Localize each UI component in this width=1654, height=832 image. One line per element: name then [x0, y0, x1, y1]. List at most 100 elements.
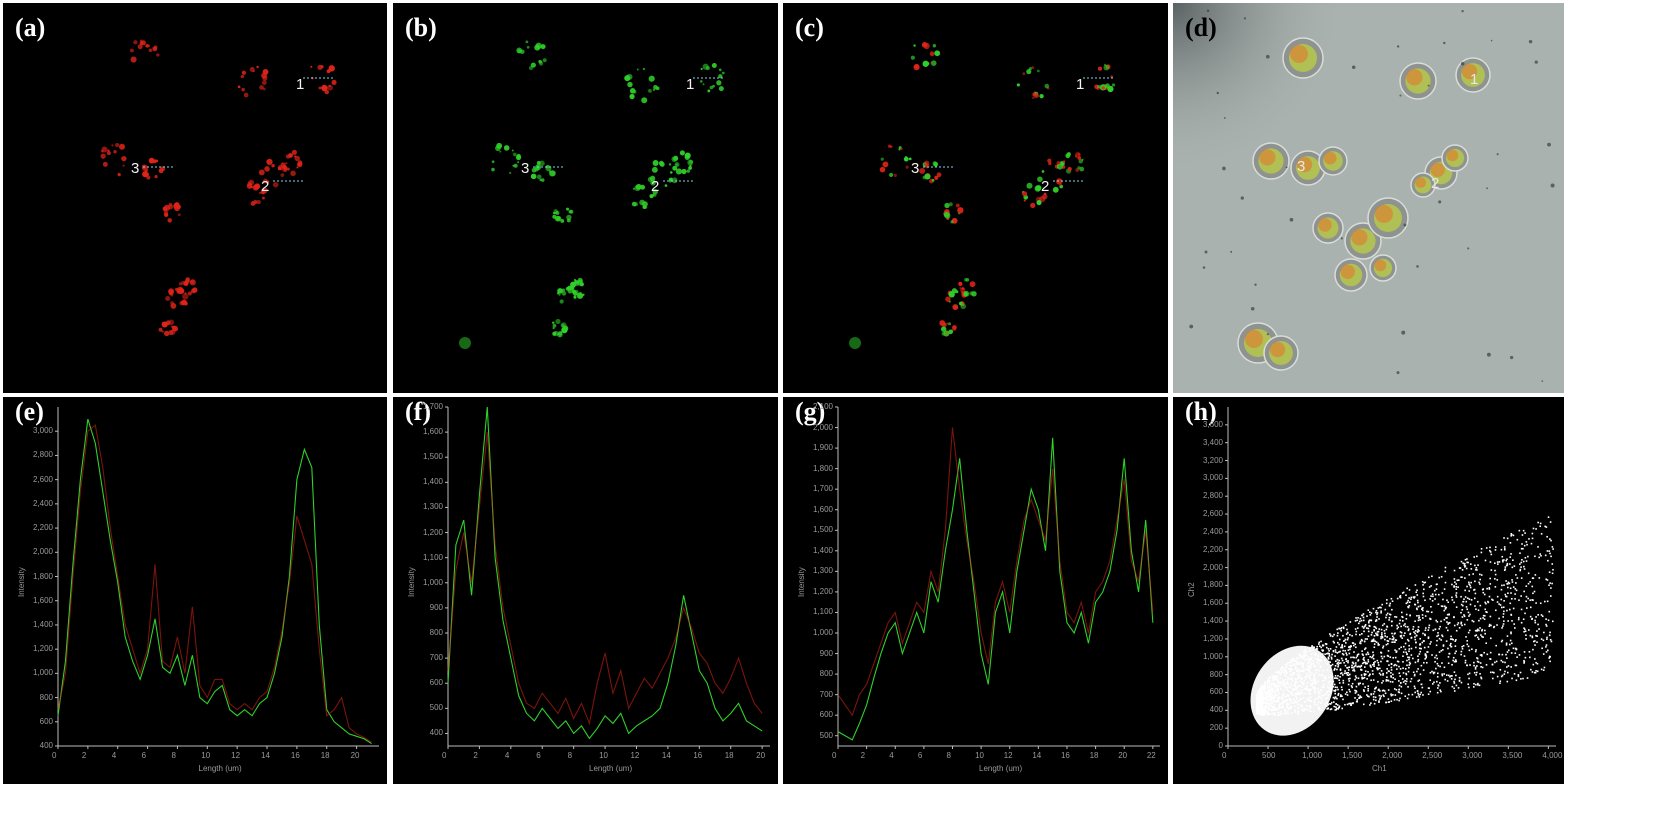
fluorescent-spot: [946, 322, 949, 325]
red-signal: [1290, 45, 1308, 63]
debris-dot: [1403, 223, 1407, 227]
scatter-point: [1423, 633, 1426, 636]
panel-h-colocalization-scatter: (h) 0 500 1,000 1,500 2,000 2,500 3,000 3,500 4,…: [1173, 397, 1564, 784]
roi-label-1: 1: [296, 76, 305, 93]
scatter-point: [1548, 610, 1551, 613]
scatter-point: [1385, 643, 1388, 646]
fluorescent-spot: [113, 150, 117, 154]
scatter-point: [1520, 566, 1522, 568]
scatter-point: [1334, 709, 1337, 711]
fluorescent-spot: [1044, 83, 1050, 89]
scatter-point: [1370, 679, 1372, 682]
scatter-point: [1390, 669, 1393, 671]
scatter-point: [1523, 627, 1525, 630]
fluorescent-spot: [177, 204, 181, 208]
scatter-point: [1545, 526, 1548, 528]
scatter-point: [1339, 695, 1342, 698]
scatter-point: [1520, 595, 1522, 597]
scatter-point: [1394, 615, 1396, 618]
scatter-point: [1347, 671, 1350, 674]
fluorescent-spot: [133, 40, 138, 45]
scatter-point: [1333, 689, 1335, 692]
y-tick-label: 2,600: [1202, 509, 1223, 519]
fluorescent-spot: [106, 150, 111, 156]
scatter-point: [1367, 635, 1370, 638]
scatter-point: [1527, 572, 1530, 575]
scatter-point: [1506, 562, 1509, 565]
panel-label-f: (f): [405, 397, 431, 426]
red-signal: [1415, 177, 1426, 189]
scatter-point: [1416, 690, 1419, 692]
scatter-point: [1537, 623, 1539, 626]
scatter-point: [1525, 585, 1528, 587]
scatter-point: [1535, 669, 1537, 672]
scatter-point: [1415, 646, 1417, 649]
scatter-point: [1474, 564, 1476, 567]
scatter-point: [1404, 679, 1406, 682]
scatter-point: [1361, 650, 1363, 652]
scatter-point: [1370, 634, 1373, 636]
scatter-point: [1373, 665, 1375, 667]
scatter-point: [1347, 649, 1350, 651]
y-tick-label: 2,200: [1202, 544, 1223, 554]
scatter-point: [1549, 631, 1551, 634]
debris-dot: [1550, 183, 1555, 188]
fluorescent-spot: [491, 167, 495, 172]
scatter-point: [1467, 561, 1469, 564]
scatter-point: [1371, 655, 1374, 658]
y-tick-label: 400: [39, 741, 53, 750]
scatter-point: [1340, 694, 1342, 696]
red-signal: [1318, 218, 1332, 232]
scatter-point: [1361, 633, 1363, 635]
fluorescent-spot: [686, 169, 690, 173]
x-tick-label: 3,000: [1462, 751, 1483, 760]
fluorescent-spot: [652, 193, 655, 197]
scatter-point: [1346, 654, 1348, 656]
panel-b-green-channel: (b) 1 2 3: [393, 3, 778, 393]
scatter-point: [1430, 585, 1432, 587]
scatter-point: [1320, 646, 1322, 649]
scatter-point: [1437, 603, 1440, 606]
scatter-point: [1417, 660, 1419, 663]
cells-image-a: [100, 39, 337, 337]
scatter-point: [1453, 578, 1456, 580]
scatter-point: [1353, 670, 1356, 672]
fluorescent-spot: [168, 319, 175, 326]
scatter-point: [1370, 693, 1373, 695]
scatter-point: [1376, 616, 1378, 618]
scatter-point: [1387, 679, 1389, 682]
x-tick-label: 3,500: [1502, 751, 1523, 760]
x-tick-label: 0: [52, 751, 57, 760]
scatter-point: [1532, 599, 1534, 601]
scatter-point: [1346, 628, 1348, 631]
scatter-point: [1346, 691, 1348, 694]
scatter-chart-h: [1225, 407, 1556, 749]
scatter-point: [1375, 627, 1378, 630]
scatter-point: [1361, 676, 1363, 679]
scatter-point: [1531, 537, 1534, 540]
scatter-point: [1329, 648, 1332, 650]
scatter-point: [1407, 693, 1410, 696]
scatter-point: [1471, 648, 1473, 650]
scatter-point: [1453, 671, 1456, 673]
scatter-point: [1442, 645, 1445, 647]
scatter-point: [1494, 569, 1496, 572]
scatter-point: [1415, 634, 1418, 637]
scatter-point: [1455, 588, 1458, 590]
scatter-point: [1406, 697, 1409, 700]
scatter-point: [1422, 609, 1424, 612]
fluorescent-spot: [671, 177, 678, 184]
scatter-point: [1366, 694, 1368, 696]
y-tick-label: 1,800: [32, 571, 53, 581]
fluorescent-spot: [163, 204, 171, 211]
scatter-point: [1330, 708, 1333, 710]
scatter-point: [1357, 694, 1360, 696]
scatter-point: [1515, 648, 1518, 651]
scatter-point: [1488, 595, 1491, 598]
scatter-point: [1542, 653, 1545, 655]
fluorescent-spot: [566, 214, 572, 221]
scatter-point: [1537, 546, 1539, 548]
fluorescent-spot: [140, 40, 146, 46]
scatter-point: [1385, 628, 1388, 631]
fluorescent-spot: [165, 295, 171, 302]
